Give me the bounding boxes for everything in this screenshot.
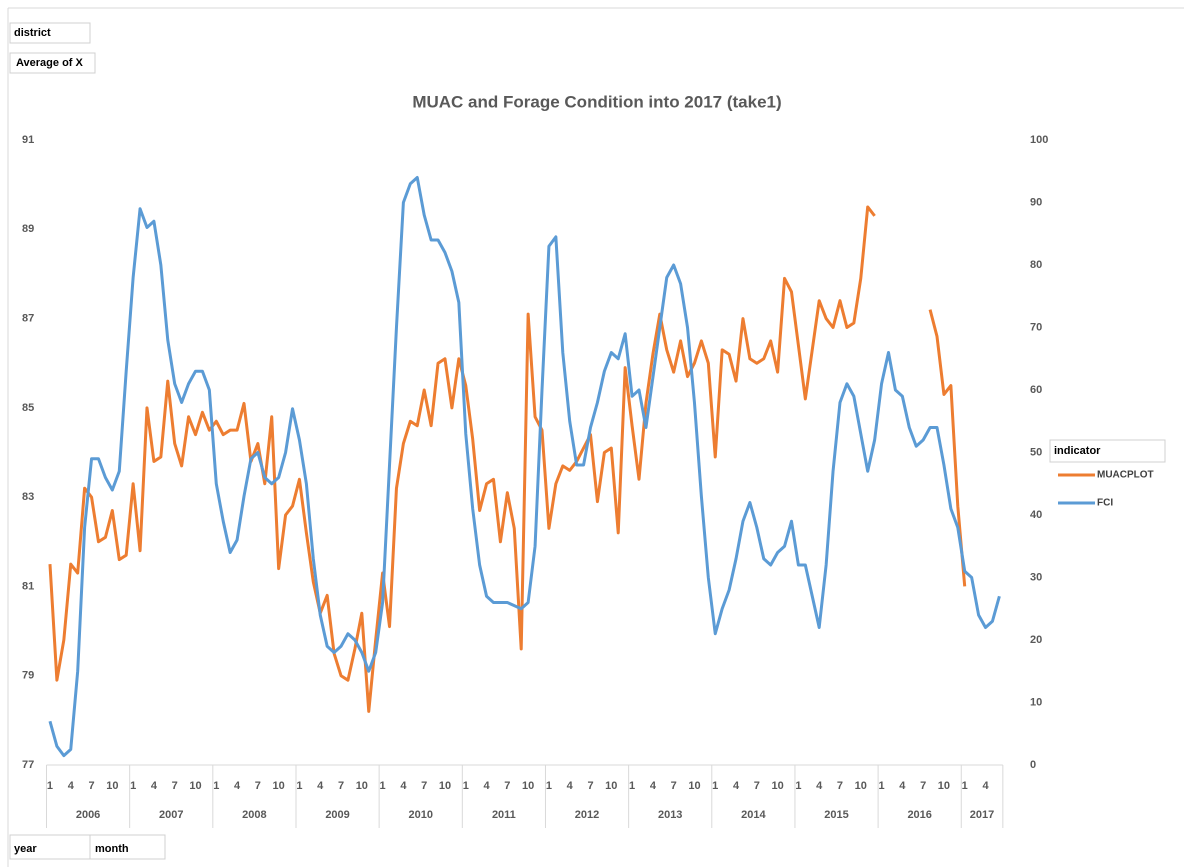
x-tick-label: 7 — [754, 780, 760, 792]
x-tick-label: 10 — [605, 780, 617, 792]
x-tick-label: 4 — [982, 780, 989, 792]
y2-tick-label: 0 — [1030, 759, 1036, 771]
y2-tick-label: 40 — [1030, 509, 1042, 521]
series-line — [48, 205, 967, 713]
x-tick-label: 1 — [296, 780, 302, 792]
y2-tick-label: 50 — [1030, 446, 1042, 458]
field-button[interactable] — [1049, 439, 1166, 463]
x-tick-label: 7 — [920, 780, 926, 792]
x-group-label: 2016 — [907, 809, 931, 821]
x-group-label: 2007 — [159, 809, 183, 821]
x-tick-label: 7 — [172, 780, 178, 792]
x-tick-label: 10 — [273, 780, 285, 792]
y-tick-label: 91 — [22, 134, 34, 146]
y2-tick-label: 60 — [1030, 384, 1042, 396]
x-tick-label: 1 — [380, 780, 386, 792]
x-tick-label: 7 — [338, 780, 344, 792]
x-tick-label: 4 — [816, 780, 823, 792]
x-tick-label: 10 — [855, 780, 867, 792]
field-button[interactable] — [9, 22, 91, 44]
x-group-label: 2011 — [492, 809, 516, 821]
x-tick-label: 10 — [771, 780, 783, 792]
x-tick-label: 7 — [255, 780, 261, 792]
y-tick-label: 89 — [22, 223, 34, 235]
x-tick-label: 1 — [962, 780, 968, 792]
field-label: Average of X — [16, 57, 84, 69]
field-button[interactable] — [9, 834, 91, 860]
x-group-label: 2009 — [325, 809, 349, 821]
x-group-label: 2008 — [242, 809, 266, 821]
x-tick-label: 1 — [795, 780, 801, 792]
x-tick-label: 4 — [733, 780, 740, 792]
x-group-label: 2014 — [741, 809, 766, 821]
y-tick-label: 79 — [22, 670, 34, 682]
field-label: district — [14, 27, 51, 39]
x-tick-label: 1 — [130, 780, 136, 792]
x-tick-label: 7 — [671, 780, 677, 792]
y2-tick-label: 30 — [1030, 571, 1042, 583]
x-tick-label: 4 — [650, 780, 657, 792]
legend-title: indicator — [1054, 445, 1101, 457]
field-button[interactable] — [9, 52, 96, 74]
x-group-label: 2012 — [575, 809, 599, 821]
y2-tick-label: 100 — [1030, 134, 1048, 146]
x-tick-label: 10 — [688, 780, 700, 792]
y2-tick-label: 10 — [1030, 696, 1042, 708]
x-tick-label: 4 — [234, 780, 241, 792]
y2-tick-label: 90 — [1030, 196, 1042, 208]
field-button[interactable] — [89, 834, 166, 860]
x-tick-label: 10 — [106, 780, 118, 792]
x-tick-label: 1 — [712, 780, 718, 792]
x-tick-label: 7 — [837, 780, 843, 792]
x-tick-label: 4 — [68, 780, 75, 792]
y-tick-label: 83 — [22, 491, 34, 503]
x-tick-label: 4 — [400, 780, 407, 792]
series-line — [48, 176, 1001, 758]
field-label: month — [95, 843, 129, 855]
x-tick-label: 4 — [317, 780, 324, 792]
field-label: year — [14, 843, 37, 855]
x-tick-label: 10 — [189, 780, 201, 792]
x-tick-label: 10 — [356, 780, 368, 792]
x-tick-label: 4 — [567, 780, 574, 792]
x-group-label: 2017 — [970, 809, 994, 821]
x-tick-label: 4 — [483, 780, 490, 792]
x-tick-label: 7 — [504, 780, 510, 792]
x-tick-label: 7 — [587, 780, 593, 792]
x-group-label: 2006 — [76, 809, 100, 821]
y-tick-label: 77 — [22, 759, 34, 771]
legend-label: FCI — [1097, 498, 1113, 509]
y2-tick-label: 80 — [1030, 259, 1042, 271]
x-tick-label: 4 — [899, 780, 906, 792]
y-tick-label: 85 — [22, 402, 34, 414]
x-tick-label: 1 — [213, 780, 219, 792]
x-tick-label: 1 — [463, 780, 469, 792]
x-tick-label: 1 — [629, 780, 635, 792]
x-tick-label: 10 — [439, 780, 451, 792]
y-tick-label: 81 — [22, 580, 34, 592]
x-tick-label: 1 — [546, 780, 552, 792]
legend-label: MUACPLOT — [1097, 470, 1154, 481]
x-group-label: 2015 — [824, 809, 848, 821]
x-tick-label: 10 — [938, 780, 950, 792]
x-tick-label: 1 — [879, 780, 885, 792]
x-tick-label: 7 — [421, 780, 427, 792]
x-tick-label: 4 — [151, 780, 158, 792]
y-tick-label: 87 — [22, 312, 34, 324]
chart-title: MUAC and Forage Condition into 2017 (tak… — [412, 92, 781, 111]
y2-tick-label: 70 — [1030, 321, 1042, 333]
x-group-label: 2013 — [658, 809, 682, 821]
x-tick-label: 1 — [47, 780, 53, 792]
x-tick-label: 10 — [522, 780, 534, 792]
y2-tick-label: 20 — [1030, 634, 1042, 646]
x-tick-label: 7 — [88, 780, 94, 792]
x-group-label: 2010 — [408, 809, 432, 821]
